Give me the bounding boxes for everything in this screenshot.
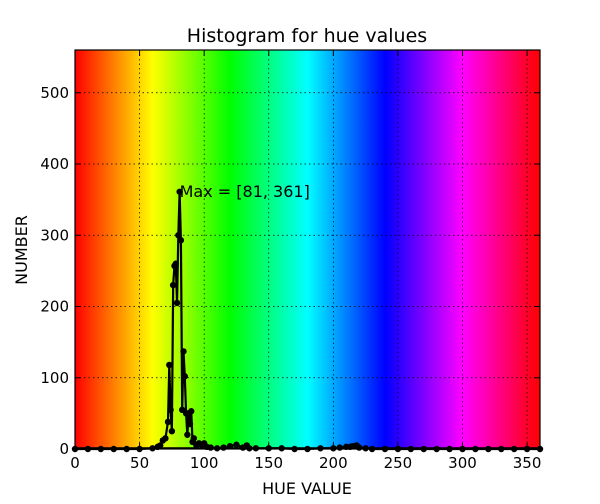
x-tick-label: 350 <box>513 454 542 472</box>
data-point <box>162 435 169 442</box>
y-axis-label: NUMBER <box>12 215 31 285</box>
hue-spectrum-background <box>75 50 540 449</box>
data-point <box>180 348 187 355</box>
x-tick-label: 50 <box>130 454 149 472</box>
x-tick-label: 200 <box>319 454 348 472</box>
data-point <box>188 408 195 415</box>
data-point <box>181 373 188 380</box>
data-point <box>175 232 182 239</box>
data-point <box>169 281 177 289</box>
y-tick-label: 500 <box>40 84 69 102</box>
x-tick-label: 0 <box>70 454 80 472</box>
data-point <box>184 431 191 438</box>
axis-ticks: 0 50 100 150 200 250 300 350 0 100 200 300 400 500 <box>40 50 541 472</box>
y-tick-label: 100 <box>40 369 69 387</box>
data-point <box>177 237 185 244</box>
x-tick-label: 250 <box>384 454 413 472</box>
grid-lines <box>75 50 540 449</box>
data-point <box>168 427 176 435</box>
data-point <box>176 188 183 195</box>
x-tick-label: 150 <box>254 454 283 472</box>
data-point <box>186 420 194 428</box>
data-point <box>190 435 198 442</box>
y-tick-label: 200 <box>40 298 69 316</box>
data-point <box>157 442 164 449</box>
max-annotation: Max = [81, 361] <box>180 182 310 201</box>
data-point <box>172 260 179 267</box>
x-tick-label: 100 <box>190 454 219 472</box>
y-tick-label: 0 <box>59 440 69 458</box>
x-axis-label: HUE VALUE <box>262 479 352 498</box>
baseline-band <box>75 447 540 449</box>
data-point <box>173 299 181 307</box>
y-tick-label: 400 <box>40 155 69 173</box>
x-tick-label: 300 <box>448 454 477 472</box>
data-point <box>164 418 172 426</box>
chart-title: Histogram for hue values <box>187 25 427 47</box>
y-tick-label: 300 <box>40 226 69 244</box>
data-point <box>166 361 173 369</box>
plot-frame <box>74 49 541 450</box>
data-point <box>233 441 240 448</box>
data-point <box>167 406 174 414</box>
